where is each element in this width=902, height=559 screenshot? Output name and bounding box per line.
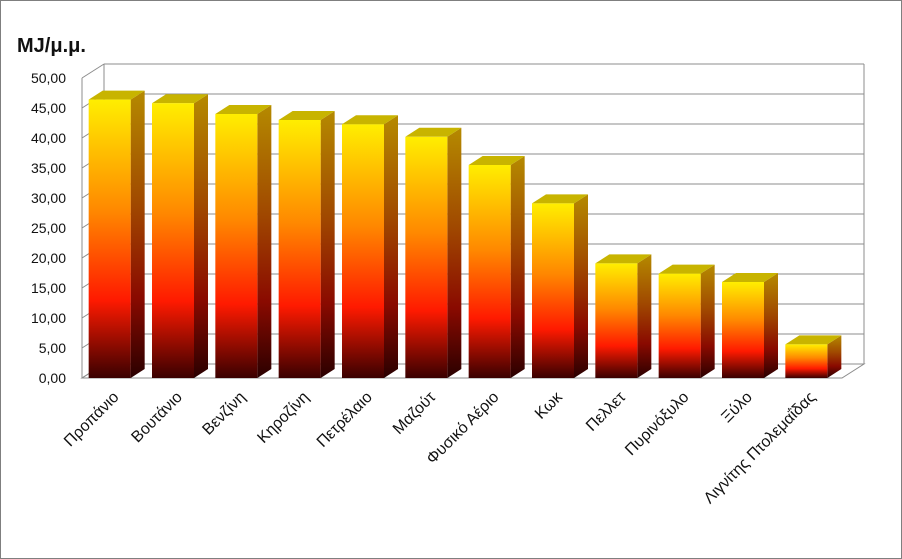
category-label: Κηροζίνη xyxy=(254,389,312,447)
bar xyxy=(88,90,145,378)
bar-front xyxy=(722,282,764,378)
y-tick-label: 15,00 xyxy=(31,280,66,296)
bar xyxy=(532,194,588,378)
bar-top xyxy=(342,115,398,125)
y-tick-label: 50,00 xyxy=(31,70,66,86)
bar xyxy=(468,156,525,378)
bar-top xyxy=(532,194,588,204)
bar-side xyxy=(827,335,842,378)
bar xyxy=(658,264,715,378)
bar-side xyxy=(130,90,145,378)
bar-front xyxy=(405,136,448,378)
bar xyxy=(405,127,462,378)
bar-side xyxy=(257,105,272,378)
bar-top xyxy=(468,156,525,165)
bar-front xyxy=(152,103,194,378)
bar-side xyxy=(384,115,398,378)
bar xyxy=(152,94,208,378)
bar-front xyxy=(595,263,638,378)
bar-side xyxy=(574,194,588,378)
category-label: Μαζούτ xyxy=(390,388,440,438)
category-label: Πετρέλαιο xyxy=(314,389,376,451)
bar xyxy=(342,115,398,378)
bar-top xyxy=(88,90,145,100)
category-label: Πυρινόξυλο xyxy=(622,389,692,459)
bar-top xyxy=(722,273,778,282)
category-label: Λιγνίτης Πτολεμαΐδας xyxy=(701,389,820,508)
bar-front xyxy=(468,165,511,378)
bar-side xyxy=(510,156,525,378)
bar-front xyxy=(278,120,321,378)
bar-top xyxy=(215,105,272,114)
category-label: Ξύλο xyxy=(718,389,755,426)
y-tick-label: 25,00 xyxy=(31,220,66,236)
bar-side xyxy=(764,273,778,378)
bar xyxy=(215,105,272,378)
bar-side xyxy=(700,264,715,378)
y-tick-label: 40,00 xyxy=(31,130,66,146)
y-tick-label: 5,00 xyxy=(39,340,66,356)
bar-top xyxy=(785,335,842,345)
bar-top xyxy=(152,94,208,104)
bar-side xyxy=(447,127,462,378)
bar xyxy=(785,335,842,378)
y-tick-labels: 0,00 5,00 10,00 15,00 20,00 25,00 30,00 35,00 40… xyxy=(31,70,66,386)
category-label: Βενζίνη xyxy=(199,389,249,439)
bar-side xyxy=(194,94,208,378)
bar-side xyxy=(637,254,652,378)
category-label: Κωκ xyxy=(532,388,567,423)
bar-side xyxy=(320,111,335,378)
bars xyxy=(88,90,842,378)
y-tick-label: 10,00 xyxy=(31,310,66,326)
bar xyxy=(722,273,778,378)
y-tick-label: 20,00 xyxy=(31,250,66,266)
bar-front xyxy=(88,99,131,378)
bar xyxy=(595,254,652,378)
bar-front xyxy=(532,203,574,378)
y-tick-label: 0,00 xyxy=(39,370,66,386)
y-tick-label: 45,00 xyxy=(31,100,66,116)
category-label: Βουτάνιο xyxy=(128,389,185,446)
gridline-side xyxy=(81,63,105,79)
y-axis-title: MJ/μ.μ. xyxy=(17,35,86,57)
y-tick-label: 30,00 xyxy=(31,190,66,206)
category-label: Προπάνιο xyxy=(61,389,122,450)
bar-front xyxy=(342,124,384,378)
y-tick-label: 35,00 xyxy=(31,160,66,176)
bar-top xyxy=(278,111,335,120)
bar-front xyxy=(658,273,701,378)
bar-front xyxy=(215,114,258,378)
bar-top xyxy=(595,254,652,264)
x-tick-labels: Προπάνιο Βουτάνιο Βενζίνη Κηροζίνη Πετρέλαιο… xyxy=(61,388,819,507)
category-label: Πελλετ xyxy=(583,388,630,435)
bar-front xyxy=(785,344,828,378)
bar xyxy=(278,111,335,378)
bar-top xyxy=(658,264,715,274)
bar-top xyxy=(405,127,462,137)
